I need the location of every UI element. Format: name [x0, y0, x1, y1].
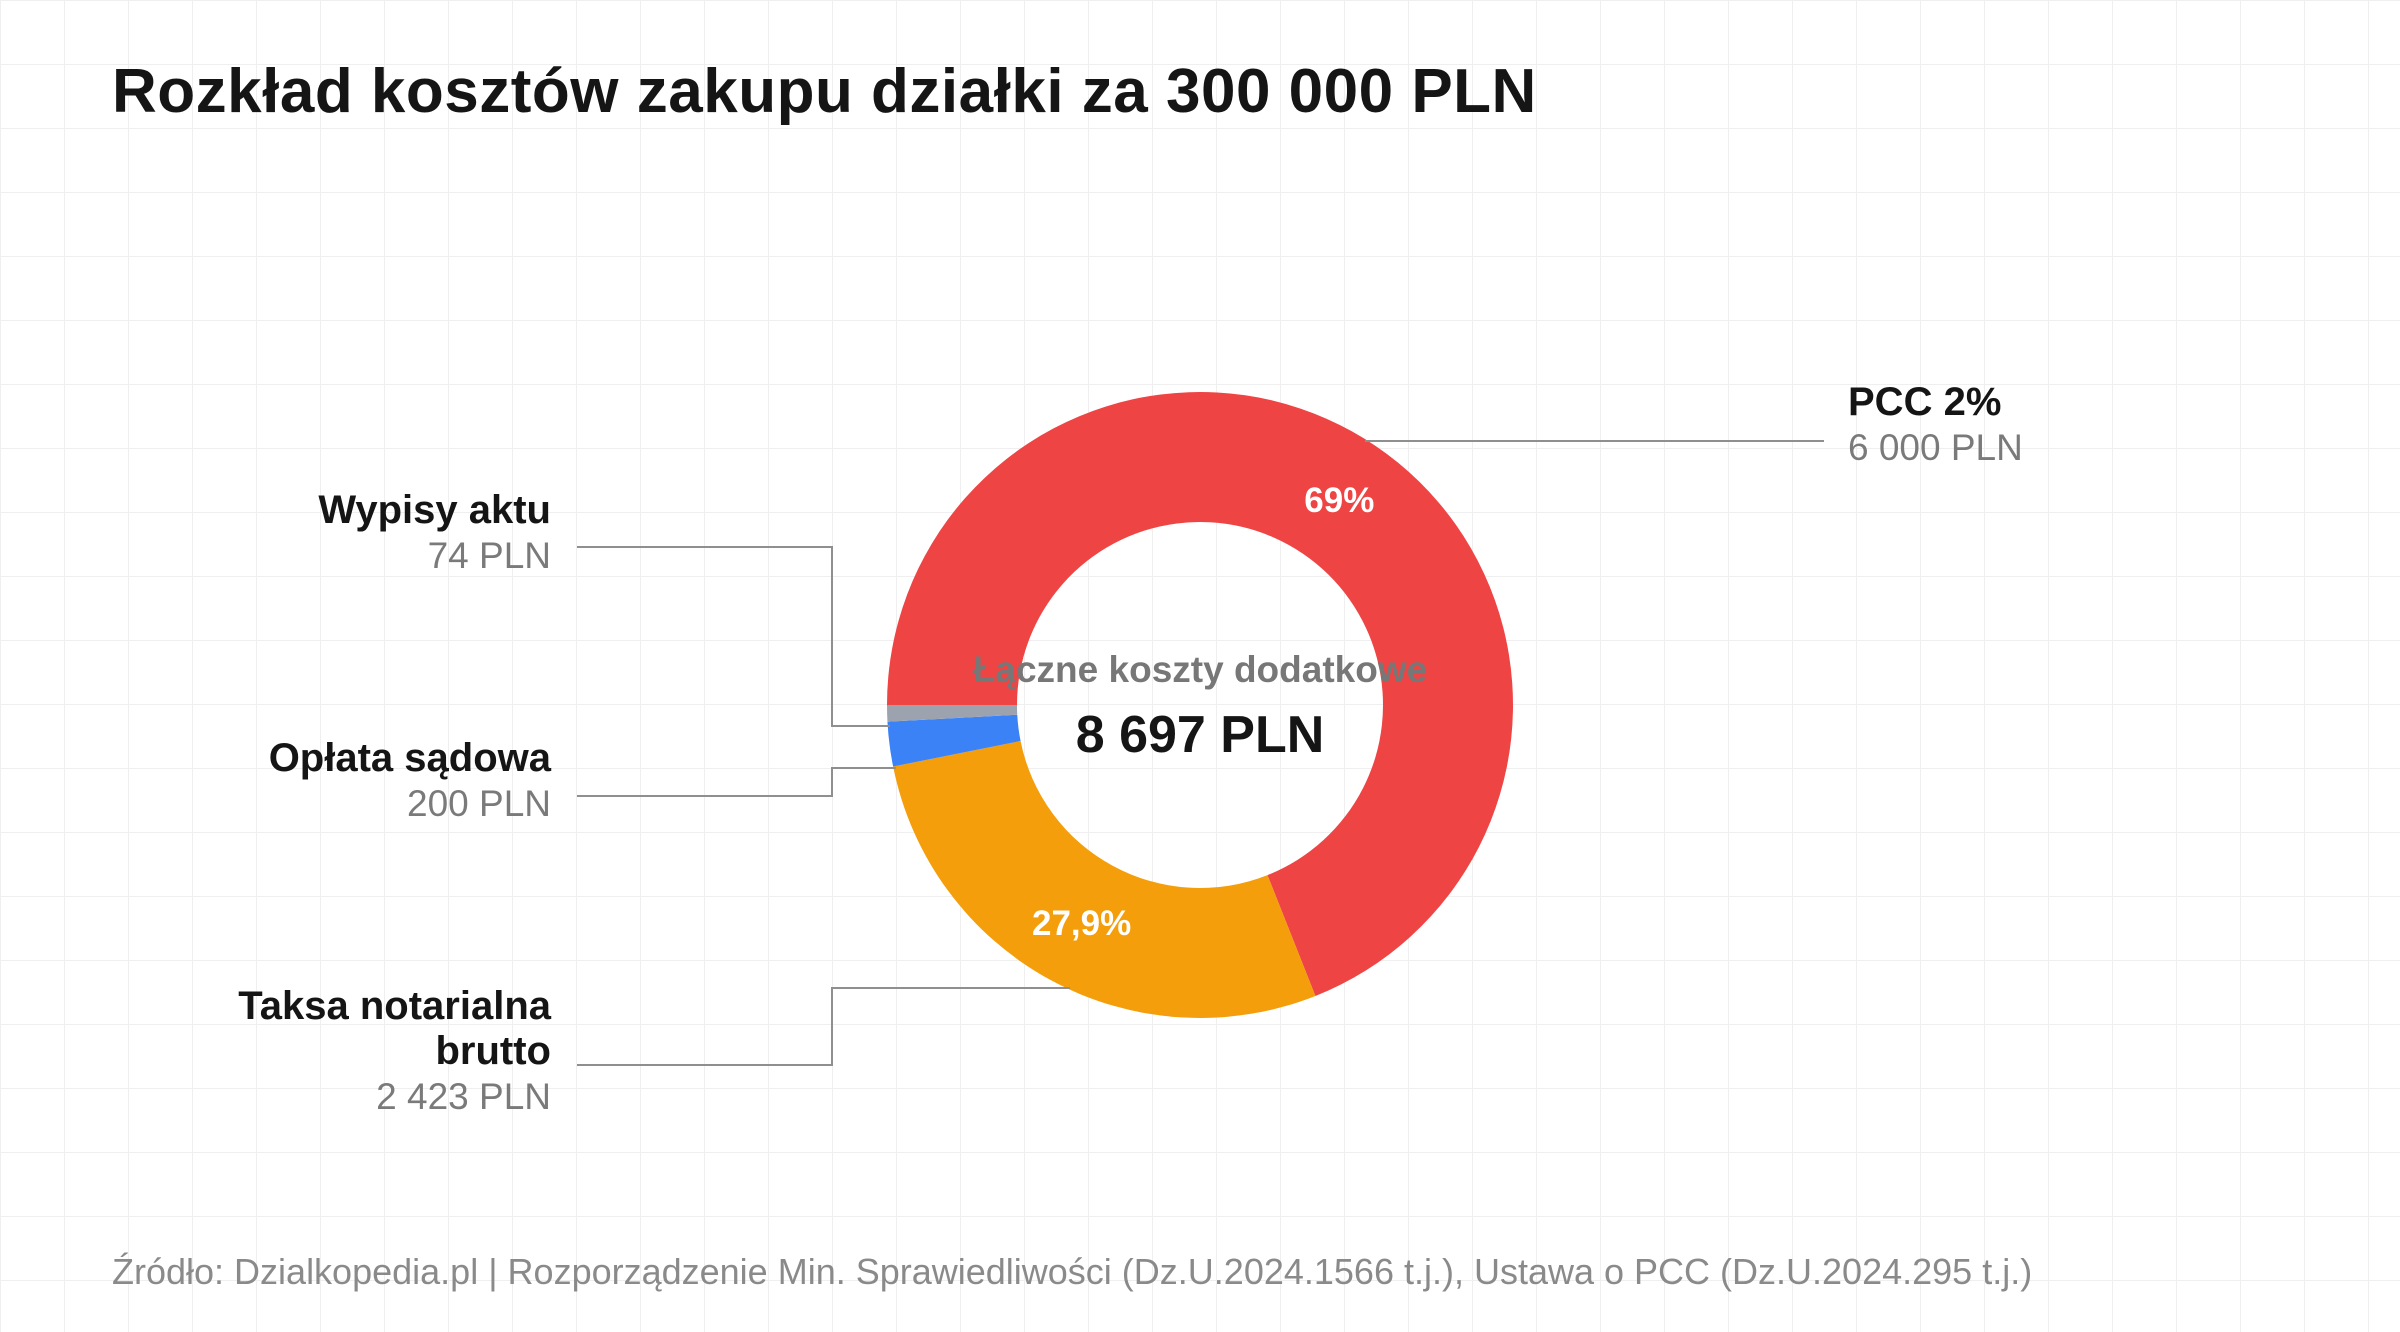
- center-total: 8 697 PLN: [1076, 706, 1325, 764]
- leader-lines: [577, 440, 1824, 1066]
- callout-name-taksa-notarialna-brutto: Taksa notarialna: [238, 984, 551, 1028]
- pct-label-pcc-2: 69%: [1304, 481, 1374, 520]
- callout-name-wypisy-aktu: Wypisy aktu: [318, 488, 551, 532]
- percent-labels: 69% 27,9%: [1032, 481, 1374, 943]
- donut-slices: [887, 392, 1514, 1018]
- source-note: Źródło: Dzialkopedia.pl | Rozporządzenie…: [112, 1251, 2033, 1292]
- slice-wypisy-aktu: [887, 705, 1018, 722]
- callout-value-wypisy-aktu: 74 PLN: [428, 535, 551, 576]
- slice-taksa-notarialna-brutto: [893, 740, 1316, 1018]
- callout-value-oplata-sadowa: 200 PLN: [407, 783, 551, 824]
- callout-value-taksa-notarialna-brutto: 2 423 PLN: [376, 1076, 551, 1117]
- slice-oplata-sadowa: [887, 714, 1021, 767]
- leader-line-oplata-sadowa: [577, 767, 896, 797]
- callout-name-oplata-sadowa: Opłata sądowa: [269, 736, 552, 780]
- chart-title: Rozkład kosztów zakupu działki za 300 00…: [112, 57, 1537, 126]
- callout-name-pcc-2: PCC 2%: [1848, 380, 2001, 424]
- leader-line-wypisy-aktu: [577, 546, 890, 727]
- center-label: Łączne koszty dodatkowe: [973, 649, 1427, 690]
- callout-name-taksa-notarialna-brutto: brutto: [435, 1029, 551, 1073]
- pct-label-taksa-notarialna-brutto: 27,9%: [1032, 904, 1131, 943]
- slice-pcc-2: [887, 392, 1514, 996]
- callout-value-pcc-2: 6 000 PLN: [1848, 427, 2023, 468]
- leader-line-taksa-notarialna-brutto: [577, 987, 1070, 1066]
